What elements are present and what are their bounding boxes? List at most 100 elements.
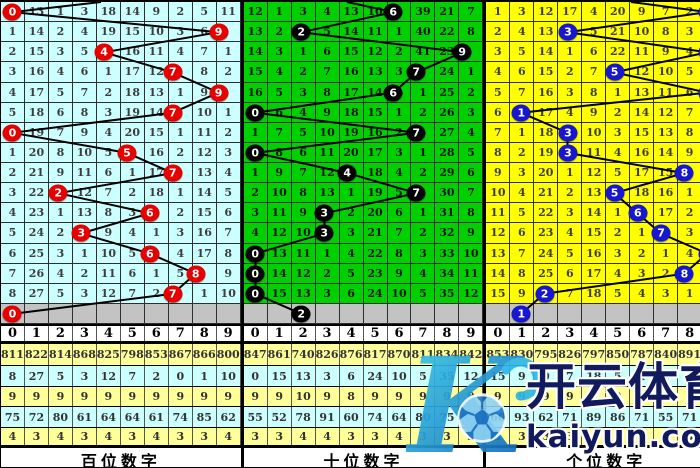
miss-count-cell: 5 bbox=[486, 82, 511, 103]
hit-cell bbox=[216, 82, 241, 103]
stat-cell: 4 bbox=[486, 428, 511, 445]
stat-cell: 797 bbox=[582, 344, 607, 365]
stat-cell: 798 bbox=[121, 344, 145, 365]
miss-count-cell: 9 bbox=[582, 102, 607, 123]
miss-count-cell: 2 bbox=[411, 102, 436, 123]
miss-count-cell: 3 bbox=[267, 42, 292, 63]
stat-cell: 3 bbox=[459, 428, 484, 445]
miss-count-cell: 6 bbox=[48, 102, 73, 123]
miss-count-cell: 10 bbox=[315, 122, 340, 143]
miss-count-cell: 10 bbox=[291, 223, 316, 244]
miss-count-cell: 4 bbox=[678, 42, 700, 63]
column-header-digit: 7 bbox=[411, 326, 436, 341]
miss-count-cell: 1 bbox=[411, 142, 436, 163]
miss-count-cell: 2 bbox=[1, 163, 25, 184]
miss-count-cell: 9 bbox=[96, 223, 121, 244]
panel-title: 百位数字 bbox=[1, 446, 241, 467]
next-draw-cell bbox=[459, 303, 484, 324]
stat-cell: 18 bbox=[582, 366, 607, 386]
miss-count-cell: 11 bbox=[267, 203, 292, 224]
stat-cell: 811 bbox=[411, 344, 436, 365]
miss-count-cell: 18 bbox=[582, 283, 607, 304]
stat-cell: 811 bbox=[1, 344, 25, 365]
stat-cell: 3 bbox=[268, 428, 292, 445]
trend-grid-units: 1312174209722413521108313514162211944615… bbox=[486, 2, 700, 324]
miss-count-cell: 1 bbox=[339, 183, 364, 204]
drawn-number-circle: 7 bbox=[406, 124, 426, 142]
miss-count-cell: 19 bbox=[534, 142, 559, 163]
miss-count-cell: 1 bbox=[459, 62, 484, 83]
miss-count-cell: 21 bbox=[534, 183, 559, 204]
miss-count-cell: 3 bbox=[678, 223, 700, 244]
stat-cell: 64 bbox=[121, 407, 145, 427]
miss-count-cell: 4 bbox=[558, 102, 583, 123]
miss-count-cell: 3 bbox=[216, 142, 241, 163]
miss-count-cell: 7 bbox=[72, 82, 97, 103]
miss-count-cell: 8 bbox=[267, 142, 292, 163]
miss-count-cell: 18 bbox=[96, 2, 121, 23]
next-draw-cell bbox=[192, 303, 217, 324]
stat-cell: 3 bbox=[25, 428, 49, 445]
miss-count-cell: 13 bbox=[534, 22, 559, 43]
miss-count-cell: 1 bbox=[654, 243, 679, 264]
miss-count-cell: 3 bbox=[48, 42, 73, 63]
miss-count-cell: 7 bbox=[192, 42, 217, 63]
miss-count-cell: 6 bbox=[267, 102, 292, 123]
miss-count-cell: 17 bbox=[24, 82, 49, 103]
stat-cell: 9 bbox=[486, 387, 511, 406]
miss-count-cell: 1 bbox=[558, 163, 583, 184]
miss-count-cell: 4 bbox=[387, 163, 412, 184]
miss-count-cell: 6 bbox=[315, 42, 340, 63]
miss-count-cell: 11 bbox=[459, 263, 484, 284]
stats-row: 8 27 5 3 12 7 2 0 1 10 bbox=[1, 366, 241, 387]
miss-count-cell: 26 bbox=[435, 102, 460, 123]
stat-cell: 12 bbox=[97, 366, 121, 386]
miss-count-cell: 1 bbox=[216, 102, 241, 123]
drawn-number-circle: 0 bbox=[245, 245, 265, 263]
stat-cell: 62 bbox=[534, 407, 559, 427]
miss-count-cell: 40 bbox=[411, 22, 436, 43]
miss-count-cell: 3 bbox=[678, 22, 700, 43]
miss-count-cell: 8 bbox=[510, 263, 535, 284]
miss-count-cell: 10 bbox=[144, 22, 169, 43]
miss-count-cell: 5 bbox=[48, 283, 73, 304]
miss-count-cell: 2 bbox=[1, 42, 25, 63]
stat-cell: 35 bbox=[435, 366, 460, 386]
panel-tens-digit: 12 1 3 4 13 10 39 21 7 13 2 5 14 11 1 40 22 8 14 3 1 6 15 12 2 41… bbox=[243, 2, 487, 467]
miss-count-cell: 17 bbox=[630, 163, 655, 184]
miss-count-cell: 19 bbox=[363, 183, 388, 204]
miss-count-cell: 3 bbox=[558, 203, 583, 224]
miss-count-cell: 11 bbox=[654, 82, 679, 103]
miss-count-cell: 4 bbox=[606, 263, 631, 284]
stat-cell: 795 bbox=[534, 344, 559, 365]
miss-count-cell: 17 bbox=[654, 203, 679, 224]
miss-count-cell: 9 bbox=[216, 263, 241, 284]
stats-row: 853830795826797850787840891855 bbox=[486, 344, 700, 366]
miss-count-cell: 17 bbox=[534, 102, 559, 123]
miss-count-cell: 19 bbox=[96, 22, 121, 43]
miss-count-cell: 5 bbox=[216, 183, 241, 204]
stat-cell: 5 bbox=[411, 366, 436, 386]
miss-count-cell: 2 bbox=[291, 62, 316, 83]
column-header-digit: 4 bbox=[582, 326, 607, 341]
drawn-number-circle: 7 bbox=[406, 184, 426, 202]
stat-cell: 3 bbox=[654, 428, 679, 445]
stat-cell: 3 bbox=[244, 428, 268, 445]
miss-count-cell: 1 bbox=[678, 183, 700, 204]
miss-count-cell: 3 bbox=[486, 42, 511, 63]
miss-count-cell: 7 bbox=[267, 122, 292, 143]
miss-count-cell: 1 bbox=[48, 2, 73, 23]
miss-count-cell: 33 bbox=[435, 243, 460, 264]
miss-count-cell: 8 bbox=[387, 243, 412, 264]
miss-count-cell: 6 bbox=[582, 42, 607, 63]
stat-cell: 64 bbox=[97, 407, 121, 427]
stat-cell: 876 bbox=[340, 344, 364, 365]
miss-count-cell: 2 bbox=[243, 183, 268, 204]
miss-count-cell: 13 bbox=[243, 22, 268, 43]
stat-cell: 870 bbox=[388, 344, 412, 365]
stat-cell: 3 bbox=[340, 428, 364, 445]
miss-count-cell: 1 bbox=[606, 203, 631, 224]
